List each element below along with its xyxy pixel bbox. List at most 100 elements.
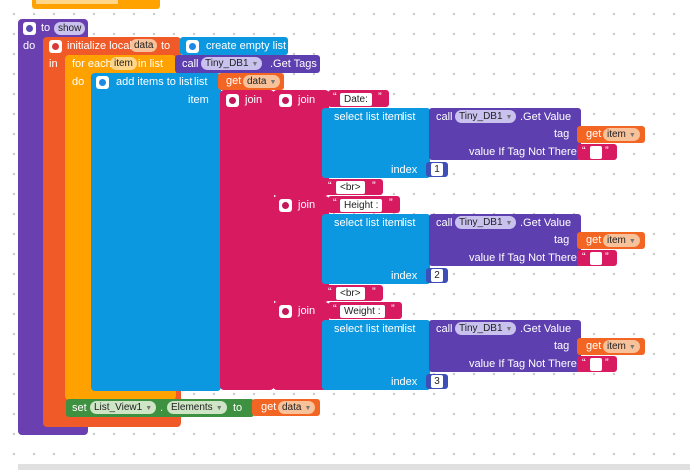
local-label: initialize local [67, 40, 132, 52]
select-label-3: select list item [334, 323, 404, 335]
get-data-label: get [226, 75, 242, 87]
foreach-in-list-label: in list [138, 58, 164, 70]
add-items-item-label: item [188, 94, 209, 106]
get-item-label-2: get [586, 234, 602, 246]
quote-close-icon: ” [605, 145, 609, 157]
procedure-to-label: to [41, 22, 51, 34]
join-block-1[interactable] [273, 90, 329, 196]
select-list-item-block-2[interactable] [322, 214, 430, 284]
quote-open-icon: “ [333, 303, 337, 315]
get-value-call-label-1: call [436, 111, 453, 123]
index-label-3: index [391, 376, 418, 388]
get-tags-method-label: .Get Tags [270, 58, 317, 70]
not-there-label-3: value If Tag Not There [469, 358, 577, 370]
create-list-label: create empty list [206, 40, 287, 52]
add-items-gear-icon[interactable] [96, 76, 109, 89]
outer-join-block[interactable] [220, 90, 274, 390]
select-list-label-3: list [402, 323, 416, 335]
get-value-method-label-1: .Get Value [520, 111, 572, 123]
get-item-dropdown-3[interactable]: item ▼ [603, 340, 640, 353]
tag-label-1: tag [554, 128, 570, 140]
quote-open-icon: “ [333, 197, 337, 209]
index-number-field-3[interactable]: 3 [431, 375, 443, 388]
get-item-label-3: get [586, 340, 602, 352]
join-block-2[interactable] [273, 196, 329, 302]
set-dot-label: . [160, 402, 164, 414]
foreach-do-label: do [72, 76, 85, 88]
get-value-call-label-2: call [436, 217, 453, 229]
set-component-dropdown[interactable]: List_View1 ▼ [90, 401, 157, 414]
quote-close-icon: ” [605, 357, 609, 369]
tag-label-2: tag [554, 234, 570, 246]
index-number-field-2[interactable]: 2 [431, 269, 443, 282]
text-br-field-1[interactable]: <br> [336, 181, 365, 194]
set-to-label: to [233, 402, 243, 414]
horizontal-scrollbar[interactable] [18, 464, 690, 470]
get-value-method-label-2: .Get Value [520, 217, 572, 229]
set-label: set [72, 402, 87, 414]
set-property-dropdown[interactable]: Elements ▼ [167, 401, 227, 414]
index-label-1: index [391, 164, 418, 176]
foreach-label: for each [72, 58, 112, 70]
get-item-dropdown-2[interactable]: item ▼ [603, 234, 640, 247]
local-in-label: in [49, 58, 58, 70]
get-item-label-1: get [586, 128, 602, 140]
quote-close-icon: ” [605, 251, 609, 263]
empty-text-field-3[interactable] [590, 358, 602, 371]
partial-block-top[interactable] [32, 0, 160, 9]
get-value-component-dropdown-2[interactable]: Tiny_DB1 ▼ [455, 216, 517, 229]
select-list-item-block-1[interactable] [322, 108, 430, 178]
local-name-field[interactable]: data [130, 39, 158, 52]
add-items-block[interactable] [91, 73, 221, 391]
select-list-label-2: list [402, 217, 416, 229]
create-empty-list-block[interactable] [180, 37, 288, 55]
text-height-field[interactable]: Height : [340, 199, 383, 212]
outer-join-gear-icon[interactable] [226, 94, 239, 107]
outer-join-label: join [245, 94, 263, 106]
quote-close-icon: ” [391, 303, 395, 315]
quote-open-icon: “ [582, 357, 586, 369]
local-to-label: to [161, 40, 171, 52]
add-items-label: add items to list [116, 76, 193, 88]
tag-label-3: tag [554, 340, 570, 352]
quote-close-icon: ” [389, 197, 393, 209]
text-weight-field[interactable]: Weight : [340, 305, 385, 318]
get-item-dropdown-1[interactable]: item ▼ [603, 128, 640, 141]
select-label-1: select list item [334, 111, 404, 123]
get-value-call-label-3: call [436, 323, 453, 335]
quote-open-icon: “ [333, 91, 337, 103]
get-data-set-dropdown[interactable]: data ▼ [278, 401, 316, 414]
get-tags-call-label: call [182, 58, 199, 70]
get-tags-component-dropdown[interactable]: Tiny_DB1 ▼ [201, 57, 263, 70]
local-gear-icon[interactable] [49, 40, 62, 53]
select-list-item-block-3[interactable] [322, 320, 430, 390]
get-value-component-dropdown-1[interactable]: Tiny_DB1 ▼ [455, 110, 517, 123]
quote-open-icon: “ [328, 286, 332, 298]
select-label-2: select list item [334, 217, 404, 229]
procedure-gear-icon[interactable] [23, 22, 36, 35]
get-value-component-dropdown-3[interactable]: Tiny_DB1 ▼ [455, 322, 517, 335]
join-gear-icon-3[interactable] [279, 305, 292, 318]
quote-open-icon: “ [582, 251, 586, 263]
index-label-2: index [391, 270, 418, 282]
index-number-field-1[interactable]: 1 [431, 163, 443, 176]
get-data-dropdown[interactable]: data ▼ [243, 75, 281, 88]
join-label-3: join [298, 305, 316, 317]
text-date-field[interactable]: Date: [340, 93, 372, 106]
join-label-1: join [298, 94, 316, 106]
get-value-method-label-3: .Get Value [520, 323, 572, 335]
empty-text-field-2[interactable] [590, 252, 602, 265]
join-gear-icon-2[interactable] [279, 199, 292, 212]
foreach-var-field[interactable]: item [110, 57, 137, 70]
add-items-list-label: list [194, 76, 208, 88]
empty-text-field-1[interactable] [590, 146, 602, 159]
quote-close-icon: ” [378, 91, 382, 103]
join-gear-icon-1[interactable] [279, 94, 292, 107]
procedure-do-label: do [23, 40, 36, 52]
not-there-label-2: value If Tag Not There [469, 252, 577, 264]
quote-close-icon: ” [372, 180, 376, 192]
create-list-gear-icon[interactable] [186, 40, 199, 53]
text-br-field-2[interactable]: <br> [336, 287, 365, 300]
select-list-label-1: list [402, 111, 416, 123]
procedure-name-field[interactable]: show [54, 22, 86, 35]
